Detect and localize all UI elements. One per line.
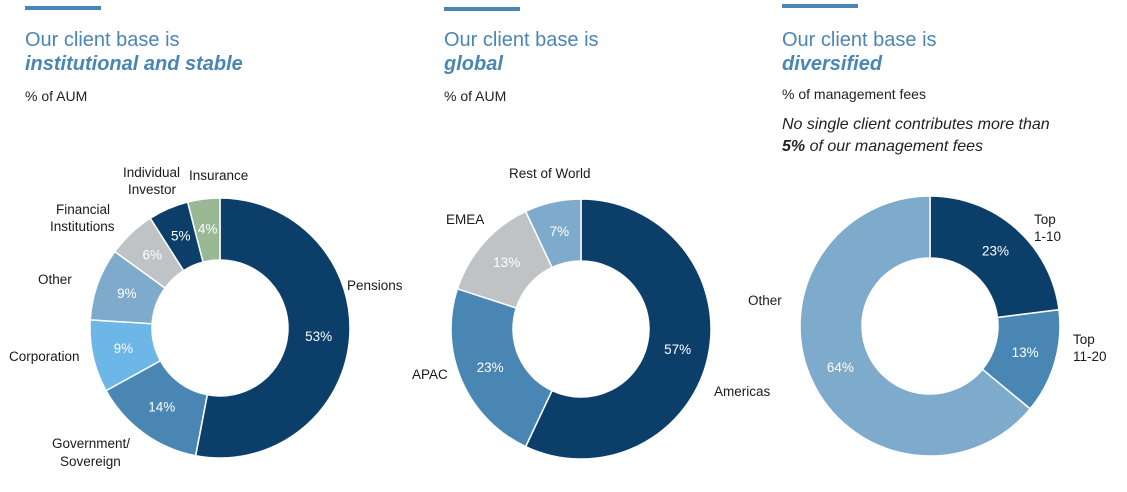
chart-1-percent-pensions: 53%	[305, 329, 332, 344]
chart-2-percent-rest-of-world: 7%	[550, 224, 570, 239]
label-americas: Americas	[714, 384, 771, 399]
label-top-1-10: Top 1-10	[1034, 212, 1061, 244]
chart-3-percent-other: 64%	[827, 360, 854, 375]
panel-3-accent-bar	[782, 4, 858, 8]
chart-1-slice-pensions	[194, 197, 351, 459]
label-financial-institutions: Financial Institutions	[50, 202, 115, 234]
label-insurance: Insurance	[189, 168, 248, 183]
label-other: Other	[38, 272, 72, 287]
chart-2-slice-apac	[450, 287, 554, 448]
panel-3-title-emphasis: diversified	[782, 53, 883, 75]
label-government-line-1: Government/	[52, 436, 130, 451]
chart-3-category-labels: Top 1-10 Top 11-20 Other	[748, 212, 1107, 364]
panel-3-note: No single client contributes more than 5…	[782, 114, 1102, 158]
panel-2-title: Our client base is global	[444, 28, 599, 76]
label-individual-line-1: Individual	[123, 165, 180, 180]
chart-1-category-labels: Pensions Government/ Sovereign Corporati…	[9, 165, 403, 469]
panel-1-title-line: Our client base is	[25, 29, 180, 51]
panel-2-accent-bar	[444, 7, 520, 11]
chart-1-percent-corporation: 9%	[114, 341, 134, 356]
chart-2-slice-americas	[524, 198, 712, 460]
label-other-clients: Other	[748, 293, 782, 308]
label-rest-of-world: Rest of World	[509, 166, 591, 181]
label-financial-line-2: Institutions	[50, 219, 115, 234]
panel-1-title: Our client base is institutional and sta…	[25, 28, 243, 76]
chart-2-category-labels: Americas APAC EMEA Rest of World	[412, 166, 771, 399]
label-top-11-20-line-2: 11-20	[1073, 349, 1107, 364]
panel-1-subtitle: % of AUM	[25, 88, 88, 104]
chart-1-percent-individual-investor: 5%	[171, 229, 191, 244]
label-financial-line-1: Financial	[56, 202, 110, 217]
chart-1-percent-insurance: 4%	[198, 221, 218, 236]
chart-3-slice-top-1-10	[929, 195, 1060, 319]
panel-3-subtitle: % of management fees	[782, 86, 926, 102]
chart-1-percent-other: 9%	[117, 286, 137, 301]
label-top-11-20: Top 11-20	[1073, 332, 1107, 364]
chart-2-percent-emea: 13%	[493, 255, 520, 270]
panel-2-subtitle: % of AUM	[444, 88, 507, 104]
chart-3-percent-top-11-20: 13%	[1012, 345, 1039, 360]
label-corporation: Corporation	[9, 349, 80, 364]
chart-1-percent-financial-institutions: 6%	[142, 247, 162, 262]
donut-slices	[89, 195, 1061, 460]
panel-2-title-emphasis: global	[444, 53, 503, 75]
label-emea: EMEA	[446, 212, 484, 227]
chart-2-slice-rest-of-world	[524, 198, 582, 269]
panel-1-title-emphasis: institutional and stable	[25, 53, 243, 75]
label-pensions: Pensions	[347, 278, 403, 293]
note-line-2: of our management fees	[805, 138, 984, 155]
label-government-line-2: Sovereign	[60, 454, 121, 469]
chart-1-slice-insurance	[186, 197, 221, 264]
panel-2-title-line: Our client base is	[444, 29, 599, 51]
panel-3-title: Our client base is diversified	[782, 28, 937, 76]
panel-3-title-line: Our client base is	[782, 29, 937, 51]
label-government-sovereign: Government/ Sovereign	[52, 436, 134, 469]
chart-3-slice-other	[799, 195, 1032, 457]
chart-2-percent-americas: 57%	[664, 342, 691, 357]
donut-percent-labels: 53% 14% 9% 9% 6% 5% 4% 57% 23% 13% 7% 23% 13% 64%	[114, 221, 1039, 414]
chart-3-percent-top-1-10: 23%	[982, 243, 1009, 258]
label-top-1-10-line-2: 1-10	[1034, 229, 1061, 244]
note-line-1: No single client contributes more than	[782, 116, 1050, 133]
panel-1-accent-bar	[25, 6, 101, 10]
label-individual-investor: Individual Investor	[123, 165, 184, 197]
chart-2-percent-apac: 23%	[477, 360, 504, 375]
label-apac: APAC	[412, 367, 448, 382]
chart-1-percent-government-sovereign: 14%	[148, 400, 175, 415]
label-individual-line-2: Investor	[128, 182, 177, 197]
note-bold-value: 5%	[782, 138, 806, 155]
label-top-11-20-line-1: Top	[1073, 332, 1095, 347]
label-top-1-10-line-1: Top	[1034, 212, 1056, 227]
